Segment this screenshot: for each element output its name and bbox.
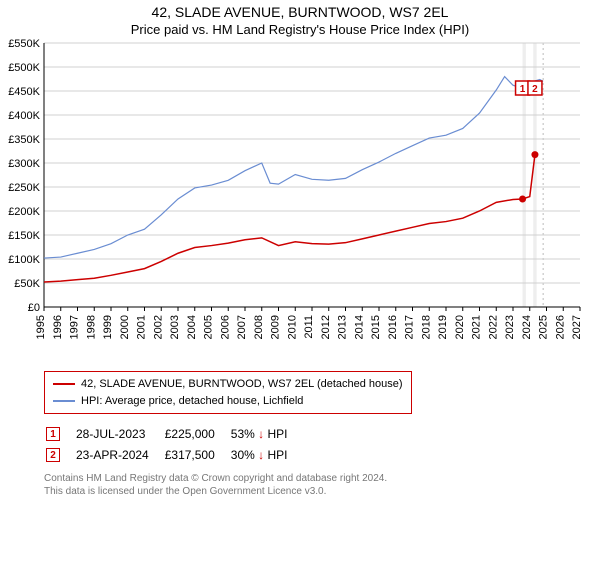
svg-text:2027: 2027 xyxy=(571,315,583,339)
row-delta: 53% ↓ HPI xyxy=(231,424,302,443)
price-chart: £0 £50K £100K £150K £200K £250K £300K £350K £400… xyxy=(0,37,600,367)
svg-text:2014: 2014 xyxy=(353,315,365,339)
svg-text:2003: 2003 xyxy=(169,315,181,339)
svg-text:2013: 2013 xyxy=(337,315,349,339)
svg-text:1995: 1995 xyxy=(35,315,47,339)
svg-text:1: 1 xyxy=(520,84,526,95)
svg-text:£250K: £250K xyxy=(8,182,40,194)
svg-text:2018: 2018 xyxy=(420,315,432,339)
svg-text:2006: 2006 xyxy=(219,315,231,339)
svg-text:2009: 2009 xyxy=(270,315,282,339)
row-marker: 2 xyxy=(46,448,60,462)
svg-text:1996: 1996 xyxy=(52,315,64,339)
svg-text:2000: 2000 xyxy=(119,315,131,339)
legend-swatch xyxy=(53,383,75,385)
svg-text:£50K: £50K xyxy=(14,278,40,290)
legend-label: 42, SLADE AVENUE, BURNTWOOD, WS7 2EL (de… xyxy=(81,376,403,393)
svg-text:£100K: £100K xyxy=(8,254,40,266)
svg-text:1998: 1998 xyxy=(85,315,97,339)
footer-line1: Contains HM Land Registry data © Crown c… xyxy=(44,473,387,484)
svg-text:2011: 2011 xyxy=(303,315,315,339)
row-price: £317,500 xyxy=(165,445,229,464)
svg-text:2007: 2007 xyxy=(236,315,248,339)
svg-text:2002: 2002 xyxy=(152,315,164,339)
chart-legend: 42, SLADE AVENUE, BURNTWOOD, WS7 2EL (de… xyxy=(44,371,412,414)
svg-text:£350K: £350K xyxy=(8,134,40,146)
row-date: 23-APR-2024 xyxy=(76,445,163,464)
svg-text:£300K: £300K xyxy=(8,158,40,170)
svg-text:£0: £0 xyxy=(28,302,40,314)
svg-text:2025: 2025 xyxy=(538,315,550,339)
svg-text:2017: 2017 xyxy=(404,315,416,339)
footer-line2: This data is licensed under the Open Gov… xyxy=(44,486,326,497)
svg-text:2008: 2008 xyxy=(253,315,265,339)
table-row: 2 23-APR-2024£317,50030% ↓ HPI xyxy=(46,445,301,464)
svg-text:£500K: £500K xyxy=(8,62,40,74)
svg-text:1999: 1999 xyxy=(102,315,114,339)
svg-text:2001: 2001 xyxy=(136,315,148,339)
svg-text:2004: 2004 xyxy=(186,315,198,339)
svg-text:2021: 2021 xyxy=(471,315,483,339)
svg-text:1997: 1997 xyxy=(69,315,81,339)
legend-item: 42, SLADE AVENUE, BURNTWOOD, WS7 2EL (de… xyxy=(53,376,403,393)
svg-text:2020: 2020 xyxy=(454,315,466,339)
table-row: 1 28-JUL-2023£225,00053% ↓ HPI xyxy=(46,424,301,443)
svg-text:2010: 2010 xyxy=(286,315,298,339)
svg-text:2012: 2012 xyxy=(320,315,332,339)
row-price: £225,000 xyxy=(165,424,229,443)
svg-text:£550K: £550K xyxy=(8,38,40,50)
row-date: 28-JUL-2023 xyxy=(76,424,163,443)
svg-text:£450K: £450K xyxy=(8,86,40,98)
svg-text:£400K: £400K xyxy=(8,110,40,122)
svg-text:2005: 2005 xyxy=(203,315,215,339)
legend-item: HPI: Average price, detached house, Lich… xyxy=(53,393,403,410)
svg-text:2015: 2015 xyxy=(370,315,382,339)
svg-text:2016: 2016 xyxy=(387,315,399,339)
svg-text:2: 2 xyxy=(532,84,538,95)
legend-label: HPI: Average price, detached house, Lich… xyxy=(81,393,303,410)
chart-title-line1: 42, SLADE AVENUE, BURNTWOOD, WS7 2EL xyxy=(0,4,600,20)
footer-text: Contains HM Land Registry data © Crown c… xyxy=(44,472,600,498)
row-marker: 1 xyxy=(46,427,60,441)
legend-swatch xyxy=(53,400,75,402)
svg-text:2024: 2024 xyxy=(521,315,533,339)
chart-title-line2: Price paid vs. HM Land Registry's House … xyxy=(0,22,600,37)
datapoints-table: 1 28-JUL-2023£225,00053% ↓ HPI 2 23-APR-202… xyxy=(44,422,303,466)
svg-text:2026: 2026 xyxy=(554,315,566,339)
svg-text:£200K: £200K xyxy=(8,206,40,218)
row-delta: 30% ↓ HPI xyxy=(231,445,302,464)
svg-text:2023: 2023 xyxy=(504,315,516,339)
svg-text:2019: 2019 xyxy=(437,315,449,339)
svg-text:£150K: £150K xyxy=(8,230,40,242)
svg-text:2022: 2022 xyxy=(487,315,499,339)
